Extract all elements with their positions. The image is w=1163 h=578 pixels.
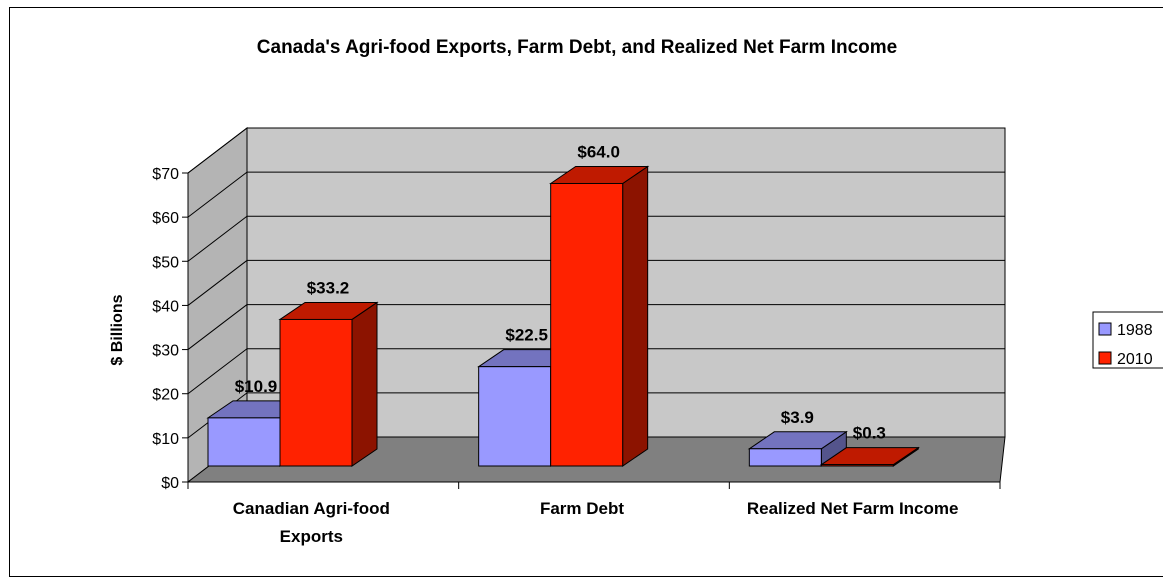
data-label: $3.9 [781, 408, 814, 427]
x-tick-label: Realized Net Farm Income [747, 499, 959, 518]
gridline [187, 260, 248, 306]
legend-label: 2010 [1117, 351, 1153, 368]
x-tick-label: Farm Debt [540, 499, 624, 518]
data-label: $0.3 [853, 424, 886, 443]
legend-swatch [1098, 351, 1112, 365]
data-label: $10.9 [235, 377, 278, 396]
bar-side [351, 301, 378, 467]
gridline [187, 304, 248, 350]
bar [748, 448, 822, 467]
gridline [187, 215, 248, 262]
y-axis-title: $ Billions [109, 294, 126, 365]
legend-box [1092, 311, 1163, 369]
x-tick-label: Canadian Agri-food [233, 499, 390, 518]
gridline [187, 127, 248, 174]
chart-title: Canada's Agri-food Exports, Farm Debt, a… [257, 37, 897, 58]
legend-swatch [1098, 322, 1112, 336]
legend-label: 1988 [1117, 322, 1153, 339]
gridline [187, 348, 248, 395]
y-tick-label: $50 [152, 254, 179, 271]
bar [550, 182, 624, 467]
y-tick-label: $40 [152, 298, 179, 315]
data-label: $64.0 [577, 142, 620, 161]
y-tick-label: $60 [152, 210, 179, 227]
y-tick-label: $70 [152, 166, 179, 183]
bar [207, 417, 281, 467]
bar [820, 464, 894, 467]
y-tick-label: $30 [152, 343, 179, 360]
data-label: $33.2 [307, 278, 350, 297]
chart-frame: Canada's Agri-food Exports, Farm Debt, a… [9, 7, 1163, 577]
data-label: $22.5 [505, 326, 548, 345]
bar-side [622, 165, 649, 467]
bar [279, 318, 353, 467]
plot-area: $0 $10 $20 $30 $40 $50 $60 $70 Canadian Agri-foo… [152, 126, 1006, 546]
y-tick-label: $20 [152, 387, 179, 404]
y-tick-label: $0 [161, 475, 179, 492]
x-tick-label: Exports [280, 527, 343, 546]
y-tick-label: $10 [152, 431, 179, 448]
gridline [187, 171, 248, 218]
bar [478, 366, 552, 467]
legend: 1988 2010 [1092, 311, 1163, 369]
bar-chart: Canada's Agri-food Exports, Farm Debt, a… [109, 37, 1163, 546]
